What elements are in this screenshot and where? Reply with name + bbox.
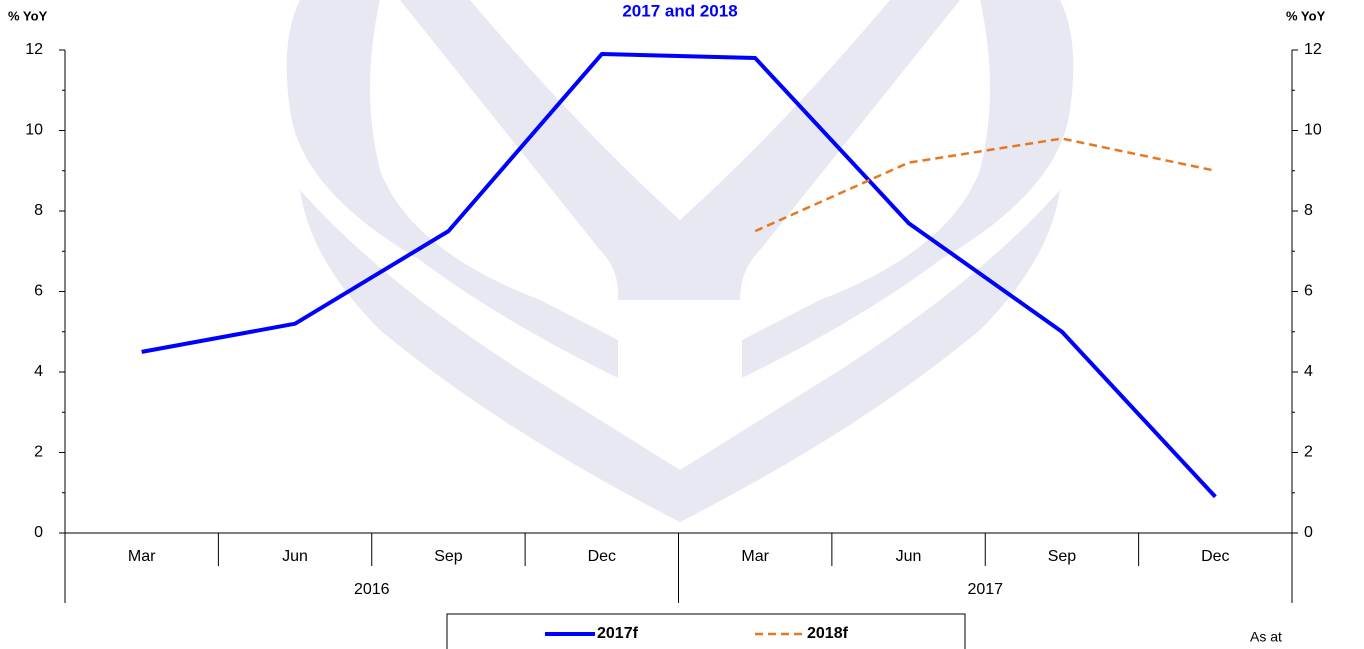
y2-tick-label: 4 — [1304, 363, 1313, 380]
x-tick-label: Sep — [434, 548, 463, 565]
y-axis-label: % YoY — [8, 8, 48, 23]
y2-axis-label: % YoY — [1286, 8, 1326, 23]
legend-label: 2018f — [807, 625, 849, 642]
y2-tick-label: 2 — [1304, 444, 1313, 461]
legend-label: 2017f — [597, 625, 639, 642]
x-tick-label: Jun — [282, 548, 308, 565]
y2-tick-label: 0 — [1304, 524, 1313, 541]
x-tick-label: Jun — [896, 548, 922, 565]
y-tick-label: 12 — [25, 41, 43, 58]
legend-box — [447, 614, 965, 649]
y-tick-label: 6 — [34, 283, 43, 300]
x-group-label: 2017 — [967, 581, 1003, 598]
y2-tick-label: 12 — [1304, 41, 1322, 58]
x-tick-label: Dec — [588, 548, 616, 565]
chart: 2017 and 2018 % YoY % YoY As at 0 2 4 6 8 10 1… — [0, 0, 1364, 649]
chart-title: 2017 and 2018 — [622, 1, 737, 20]
y-tick-label: 2 — [34, 444, 43, 461]
y2-tick-label: 10 — [1304, 122, 1322, 139]
x-tick-label: Mar — [128, 548, 156, 565]
x-group-label: 2016 — [354, 581, 390, 598]
y-tick-label: 10 — [25, 122, 43, 139]
y-tick-label: 4 — [34, 363, 43, 380]
y2-tick-label: 8 — [1304, 202, 1313, 219]
y-tick-label: 8 — [34, 202, 43, 219]
y2-tick-label: 6 — [1304, 283, 1313, 300]
y-tick-label: 0 — [34, 524, 43, 541]
footnote: As at — [1250, 629, 1282, 645]
x-tick-label: Mar — [741, 548, 769, 565]
watermark — [287, 0, 1074, 522]
x-tick-label: Sep — [1048, 548, 1077, 565]
x-tick-label: Dec — [1201, 548, 1229, 565]
